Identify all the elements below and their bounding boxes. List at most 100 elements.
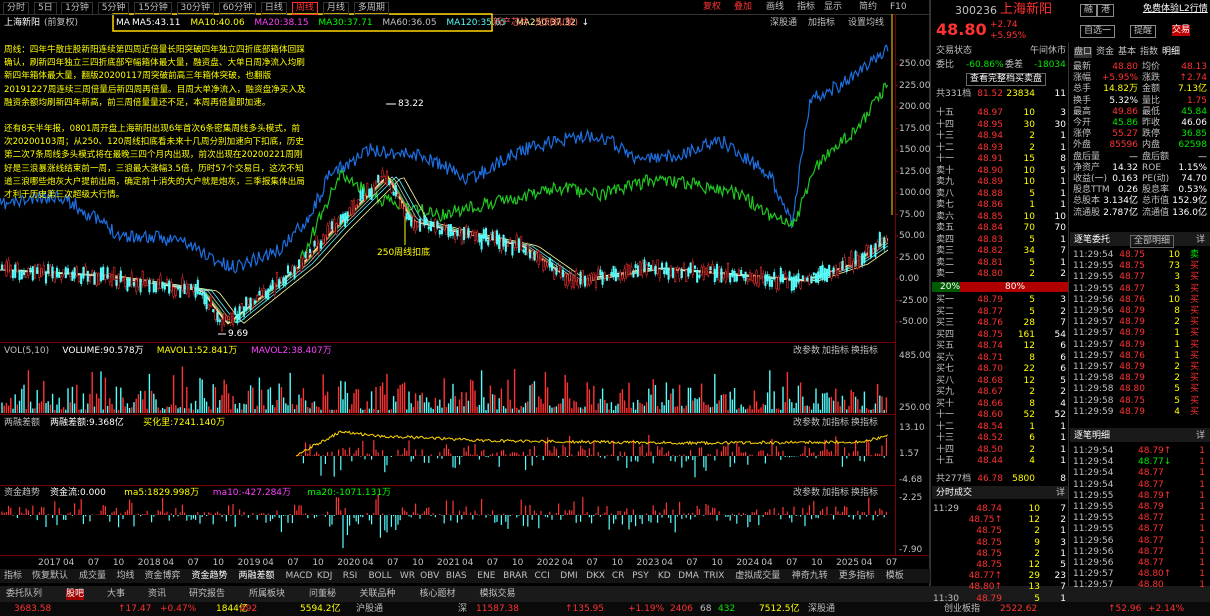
indicator-tab[interactable]: DMI xyxy=(560,571,578,581)
watchlist-button[interactable]: 自选一 xyxy=(1080,25,1116,38)
tool-button[interactable]: 画线 xyxy=(766,2,785,12)
indicator-tab[interactable]: 两融差额 xyxy=(238,571,275,581)
tag[interactable]: 光刻机(胶) xyxy=(535,18,579,28)
bottom-tab[interactable]: 委托队列 xyxy=(6,589,43,599)
panel-action[interactable]: 加指标 xyxy=(822,418,850,428)
bottom-tab[interactable]: 所属板块 xyxy=(249,589,286,599)
bottom-tab[interactable]: 问董秘 xyxy=(309,589,337,599)
indicator-tab[interactable]: BIAS xyxy=(445,571,467,581)
margin-bar xyxy=(621,456,623,457)
period-tab[interactable]: 多周期 xyxy=(353,2,389,15)
tool-button[interactable]: 指标 xyxy=(797,2,816,12)
tool-button[interactable]: F10 xyxy=(890,2,907,12)
indicator-tab[interactable]: 资金趋势 xyxy=(191,571,228,581)
indicator-tab[interactable]: TRIX xyxy=(703,571,725,581)
bottom-tab[interactable]: 研究报告 xyxy=(189,589,226,599)
indicator-tab[interactable]: OBV xyxy=(420,571,440,581)
indicator-tab[interactable]: 指标 xyxy=(4,571,23,581)
stats-tab[interactable]: 盘口 xyxy=(1074,47,1093,58)
indicator-tab[interactable]: CR xyxy=(611,571,625,581)
flow-bar xyxy=(137,513,139,515)
indicator-tab[interactable]: 模板 xyxy=(885,571,904,581)
chart-action[interactable]: 加指标 xyxy=(808,18,836,28)
more-link[interactable]: 详 xyxy=(1196,235,1206,245)
indicator-tab[interactable]: DKX xyxy=(586,571,606,581)
panel-action[interactable]: 加指标 xyxy=(822,488,850,498)
panel-action[interactable]: 改参数 xyxy=(793,346,821,356)
indicator-tab[interactable]: CCI xyxy=(534,571,550,581)
bottom-tab[interactable]: 关联品种 xyxy=(359,589,396,599)
tool-button[interactable]: 简约 xyxy=(859,2,878,12)
indicator-tab[interactable]: 资金博弈 xyxy=(144,571,181,581)
indicator-tab[interactable]: 神奇九转 xyxy=(791,571,828,581)
tool-button[interactable]: 复权 xyxy=(703,2,722,12)
panel-action[interactable]: 改参数 xyxy=(793,488,821,498)
period-tab[interactable]: 周线 xyxy=(291,2,318,15)
panel-value: ma20:-1071.131万 xyxy=(307,488,392,498)
panel-action[interactable]: 改参数 xyxy=(793,418,821,428)
indicator-tab[interactable]: 虚拟成交量 xyxy=(735,571,781,581)
indicator-tab[interactable]: 均线 xyxy=(116,571,135,581)
bottom-tab[interactable]: 核心题材 xyxy=(419,589,456,599)
panel-action[interactable]: 换指标 xyxy=(851,488,879,498)
candle xyxy=(218,319,221,323)
indicator-tab[interactable]: 更多指标 xyxy=(838,571,875,581)
indicator-tab[interactable]: KDJ xyxy=(316,571,333,581)
stats-tab[interactable]: 明细 xyxy=(1162,47,1181,57)
period-tab[interactable]: 分时 xyxy=(3,2,30,15)
candle xyxy=(751,272,754,281)
indicator-tab[interactable]: DMA xyxy=(678,571,699,581)
period-tab[interactable]: 30分钟 xyxy=(176,2,214,15)
period-tab[interactable]: 日线 xyxy=(260,2,287,15)
period-tab[interactable]: 月线 xyxy=(322,2,349,15)
chart-action[interactable]: 设置均线 xyxy=(848,18,885,28)
indicator-tab[interactable]: MACD xyxy=(285,571,313,581)
indicator-tab[interactable]: PSY xyxy=(632,571,649,581)
volume-bar xyxy=(392,396,395,413)
panel-action[interactable]: 加指标 xyxy=(822,346,850,356)
period-tab[interactable]: 5分钟 xyxy=(97,2,130,15)
filter-select[interactable]: 全部明细 xyxy=(1130,235,1175,248)
margin-bar xyxy=(327,452,329,456)
indicator-tab[interactable]: KD xyxy=(657,571,671,581)
bottom-tab[interactable]: 模拟交易 xyxy=(479,589,516,599)
y-axis-label: -2.25 xyxy=(899,493,923,503)
bottom-tab[interactable]: 资讯 xyxy=(148,589,167,599)
tool-button[interactable]: 显示 xyxy=(824,2,843,12)
volume-bar xyxy=(868,409,870,413)
period-tab[interactable]: 15分钟 xyxy=(134,2,172,15)
indicator-tab[interactable]: 恢复默认 xyxy=(32,571,69,581)
margin-bar xyxy=(848,453,850,456)
indicator-tab[interactable]: BRAR xyxy=(503,571,528,581)
panel-action[interactable]: 换指标 xyxy=(851,346,879,356)
stats-tab[interactable]: 基本 xyxy=(1118,47,1137,57)
flow-bar xyxy=(366,513,368,515)
stats-tab[interactable]: 资金 xyxy=(1096,47,1115,57)
indicator-tab[interactable]: WR xyxy=(399,571,416,581)
indicator-tab[interactable]: BOLL xyxy=(368,571,392,581)
indicator-tab[interactable]: RSI xyxy=(342,571,358,581)
trade-button[interactable]: 交易 xyxy=(1172,25,1191,36)
bottom-tab[interactable]: 股吧 xyxy=(66,589,85,600)
more-link[interactable]: 详 xyxy=(1056,488,1066,498)
alert-button[interactable]: 提醒 xyxy=(1130,25,1157,38)
period-tab[interactable]: 5日 xyxy=(34,2,57,15)
period-tab[interactable]: 60分钟 xyxy=(218,2,257,15)
panel-action[interactable]: 换指标 xyxy=(851,418,879,428)
margin-bar xyxy=(555,448,557,456)
order-price: 48.80 xyxy=(1119,384,1145,395)
indicator-tab[interactable]: 成交量 xyxy=(79,571,107,581)
indicator-tab[interactable]: ENE xyxy=(477,571,496,581)
full-book-button[interactable]: 查看完整档买卖盘 xyxy=(966,73,1047,86)
margin-bar xyxy=(791,456,793,457)
bottom-tab[interactable]: 大事 xyxy=(107,589,126,599)
more-link[interactable]: 详 xyxy=(1196,431,1206,441)
period-tab[interactable]: 1分钟 xyxy=(61,2,93,15)
tool-button[interactable]: 叠加 xyxy=(734,2,753,12)
stats-tab[interactable]: 指数 xyxy=(1140,47,1159,57)
promo-link[interactable]: 免费体验L2行情 xyxy=(1143,4,1208,14)
margin-bar xyxy=(404,448,406,456)
chart-action[interactable]: 深股通 xyxy=(770,18,798,28)
tag[interactable]: 新产芯片 xyxy=(493,18,530,28)
candle xyxy=(223,312,226,325)
